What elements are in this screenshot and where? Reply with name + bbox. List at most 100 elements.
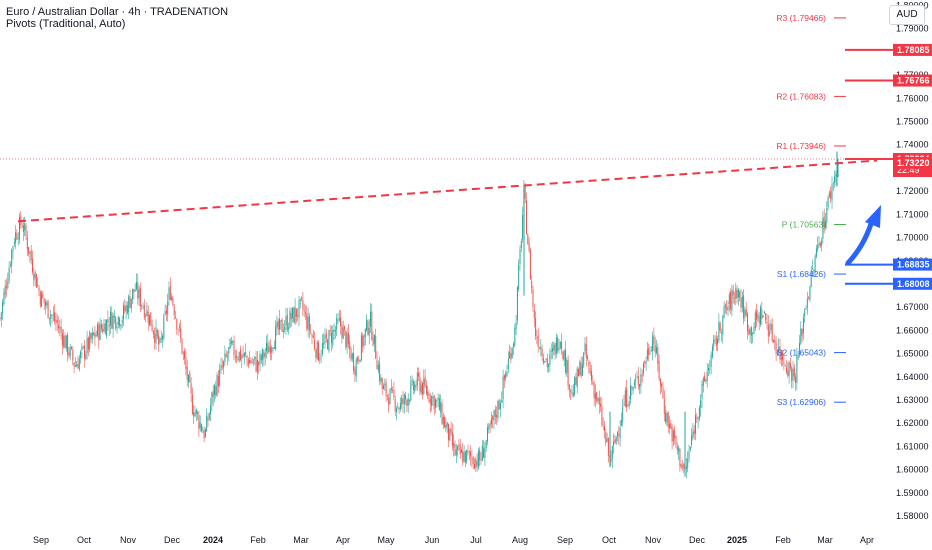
candle-body: [724, 304, 726, 308]
candle-body: [37, 285, 39, 287]
candle-body: [713, 338, 715, 347]
candle-body: [636, 376, 638, 378]
candle-body: [172, 297, 174, 305]
candle-body: [817, 245, 819, 250]
candle-body: [653, 334, 655, 345]
candle-body: [263, 351, 265, 359]
candle-body: [99, 322, 101, 340]
candle-body: [129, 296, 131, 308]
candle-body: [100, 324, 102, 329]
candle-body: [85, 353, 87, 360]
candle-body: [254, 356, 256, 360]
candle-body: [639, 384, 641, 388]
candle-body: [271, 347, 273, 352]
x-tick-label: Feb: [250, 535, 266, 545]
candle-body: [821, 240, 823, 246]
candle-body: [562, 351, 564, 359]
candle-body: [464, 451, 466, 463]
indicator-legend[interactable]: Pivots (Traditional, Auto): [6, 18, 126, 30]
x-tick-label: Nov: [120, 535, 137, 545]
candle-body: [802, 317, 804, 334]
candle-body: [368, 327, 370, 336]
currency-button[interactable]: AUD: [889, 5, 925, 25]
candle-body: [730, 292, 732, 310]
candle-body: [813, 270, 815, 272]
candle-body: [774, 339, 776, 343]
candle-body: [683, 464, 685, 469]
candle-body: [203, 429, 205, 439]
candle-body: [117, 316, 119, 325]
candle-body: [749, 328, 751, 335]
candle-body: [142, 307, 144, 309]
candle-body: [195, 409, 197, 414]
candle-body: [177, 329, 179, 330]
candle-body: [299, 298, 301, 301]
candle-body: [479, 449, 481, 461]
candle-body: [633, 382, 635, 386]
candle-body: [104, 323, 106, 335]
candle-body: [670, 423, 672, 429]
candle-body: [815, 248, 817, 257]
candle-body: [519, 248, 521, 265]
candle-body: [176, 319, 178, 330]
candle-body: [814, 256, 816, 272]
candle-body: [427, 391, 429, 396]
candle-body: [497, 400, 499, 419]
candle-body: [366, 319, 368, 331]
candle-body: [493, 410, 495, 421]
candle-body: [574, 377, 576, 395]
candle-body: [714, 336, 716, 338]
candle-body: [272, 348, 274, 350]
candle-body: [406, 399, 408, 406]
candle-body: [510, 353, 512, 360]
candle-body: [341, 324, 343, 338]
candle-body: [89, 333, 91, 350]
candle-body: [220, 364, 222, 370]
candle-body: [568, 385, 570, 390]
candle-body: [357, 357, 358, 362]
candle-body: [799, 342, 800, 355]
candle-body: [531, 281, 533, 289]
candle-body: [152, 330, 154, 335]
pivot-label: S3 (1.62906): [777, 397, 826, 407]
candle-body: [258, 361, 260, 366]
candle-body: [276, 322, 278, 328]
candle-body: [717, 339, 719, 345]
candle-body: [775, 342, 777, 354]
candle-body: [559, 341, 561, 349]
candle-body: [796, 355, 798, 383]
candle-body: [273, 347, 275, 349]
candle-body: [505, 373, 507, 379]
candle-body: [0, 312, 2, 319]
candle-body: [455, 449, 457, 456]
x-tick-label: Oct: [602, 535, 617, 545]
candle-body: [125, 305, 127, 312]
candle-body: [441, 403, 443, 424]
candle-body: [682, 465, 683, 467]
candle-body: [307, 316, 309, 331]
candle-body: [792, 368, 794, 380]
candle-body: [702, 377, 704, 386]
x-tick-label: Oct: [77, 535, 92, 545]
candle-body: [319, 357, 321, 360]
candle-body: [693, 429, 695, 435]
candle-body: [163, 316, 165, 339]
candle-body: [414, 384, 416, 392]
candle-body: [324, 334, 326, 344]
candle-body: [340, 317, 342, 327]
x-tick-label: Aug: [512, 535, 528, 545]
candle-body: [745, 309, 747, 315]
candle-body: [12, 246, 14, 251]
candle-body: [442, 416, 444, 425]
time-axis[interactable]: Sep Oct Nov Dec 2024 Feb Mar Apr May Jun Jul Aug Sep…: [33, 535, 874, 545]
candle-body: [489, 423, 491, 427]
candle-body: [327, 339, 329, 350]
candle-body: [623, 403, 625, 406]
candle-body: [150, 312, 152, 326]
candle-body: [394, 399, 396, 412]
candle-body: [367, 320, 369, 335]
candle-body: [481, 445, 483, 461]
candle-body: [487, 427, 488, 442]
candle-body: [459, 444, 461, 455]
